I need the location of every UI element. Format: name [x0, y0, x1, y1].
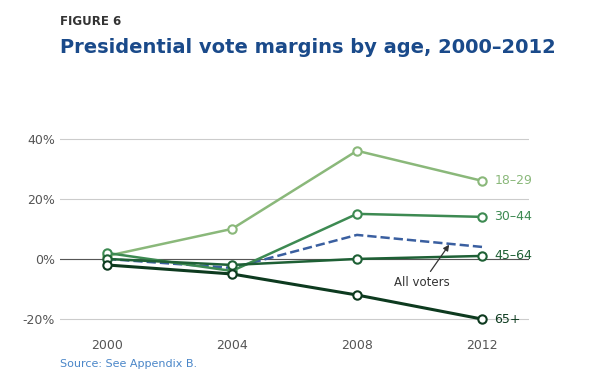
Text: 65+: 65+: [495, 313, 521, 326]
Text: Source: See Appendix B.: Source: See Appendix B.: [60, 359, 197, 369]
Text: FIGURE 6: FIGURE 6: [60, 15, 121, 28]
Text: All voters: All voters: [394, 246, 450, 290]
Text: 45–64: 45–64: [495, 250, 532, 262]
Text: 18–29: 18–29: [495, 174, 532, 187]
Text: Presidential vote margins by age, 2000–2012: Presidential vote margins by age, 2000–2…: [60, 38, 556, 57]
Text: 30–44: 30–44: [495, 210, 532, 223]
